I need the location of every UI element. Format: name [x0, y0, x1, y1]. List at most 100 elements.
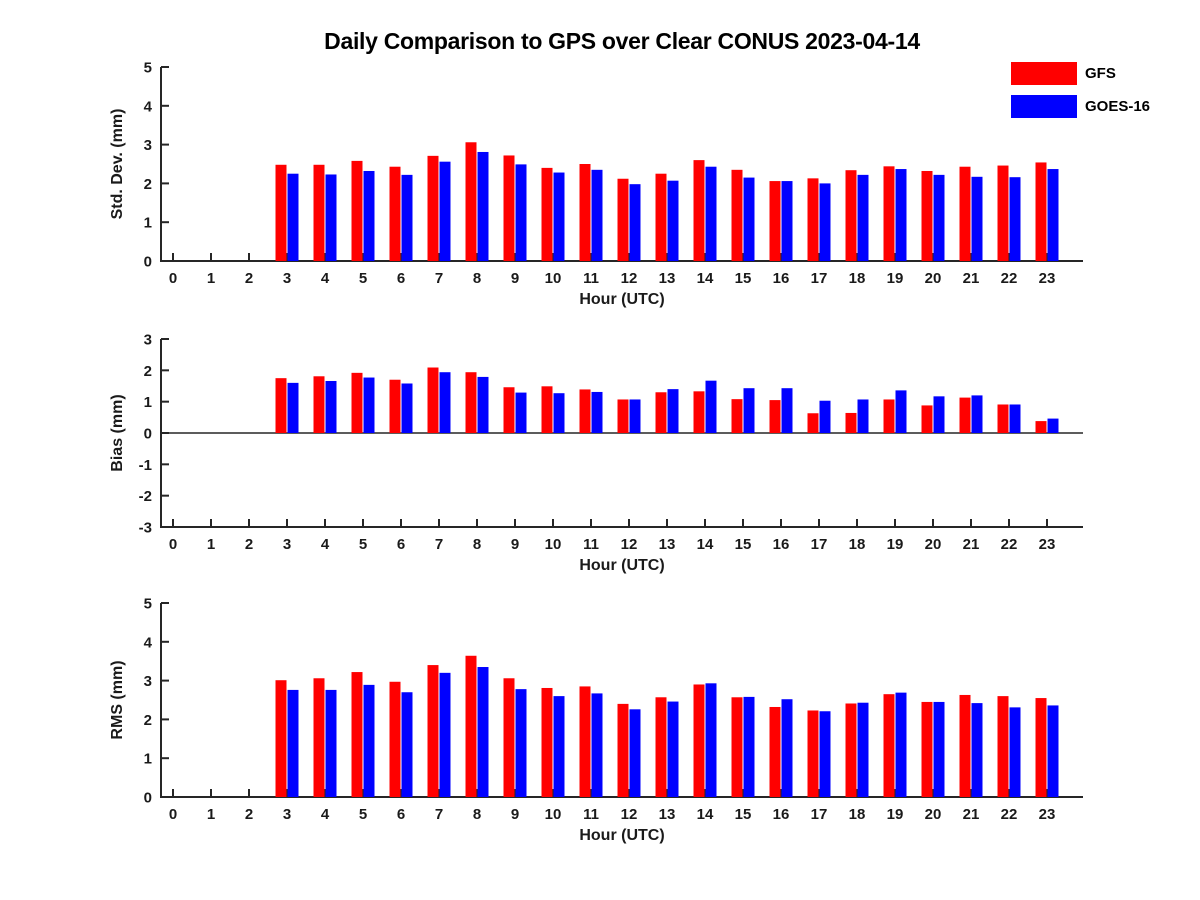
bar-goes16-hour-3 [287, 173, 299, 261]
bar-gfs-hour-19 [883, 694, 895, 797]
bar-gfs-hour-6 [389, 681, 401, 797]
x-tick-label: 13 [659, 536, 676, 553]
bar-goes16-hour-3 [287, 689, 299, 797]
bar-gfs-hour-5 [351, 160, 363, 261]
bar-gfs-hour-13 [655, 173, 667, 261]
x-tick-label: 5 [359, 270, 367, 287]
x-tick-label: 0 [169, 270, 177, 287]
bar-gfs-hour-23 [1035, 162, 1047, 261]
bar-goes16-hour-18 [857, 174, 869, 261]
bar-goes16-hour-4 [325, 689, 337, 797]
bar-gfs-hour-6 [389, 166, 401, 261]
bar-gfs-hour-10 [541, 386, 553, 433]
y-tick-label: -2 [139, 488, 152, 505]
y-tick-label: 3 [144, 332, 152, 349]
bar-goes16-hour-23 [1047, 418, 1059, 433]
x-tick-label: 3 [283, 806, 291, 823]
bar-gfs-hour-19 [883, 399, 895, 433]
x-tick-label: 2 [245, 806, 253, 823]
bar-goes16-hour-16 [781, 181, 793, 261]
bar-gfs-hour-12 [617, 399, 629, 433]
bar-goes16-hour-16 [781, 699, 793, 797]
bar-gfs-hour-9 [503, 678, 515, 797]
x-tick-label: 12 [621, 536, 638, 553]
x-tick-label: 6 [397, 270, 405, 287]
y-tick-label: 3 [144, 137, 152, 154]
x-tick-label: 11 [583, 536, 599, 553]
x-tick-label: 0 [169, 806, 177, 823]
bar-gfs-hour-18 [845, 412, 857, 433]
y-tick-label: 2 [144, 363, 152, 380]
x-tick-label: 17 [811, 270, 828, 287]
bar-goes16-hour-6 [401, 174, 413, 261]
bar-gfs-hour-17 [807, 178, 819, 261]
x-tick-label: 18 [849, 806, 866, 823]
x-tick-label: 20 [925, 536, 942, 553]
x-tick-label: 14 [697, 270, 714, 287]
x-tick-label: 22 [1001, 536, 1018, 553]
legend-item-gfs: GFS [1011, 61, 1150, 85]
bar-gfs-hour-7 [427, 367, 439, 433]
x-tick-label: 11 [583, 806, 599, 823]
y-axis-label: Bias (mm) [109, 394, 126, 471]
x-tick-label: 7 [435, 536, 443, 553]
bar-gfs-hour-10 [541, 167, 553, 261]
bar-goes16-hour-11 [591, 391, 603, 433]
bar-gfs-hour-4 [313, 164, 325, 261]
bar-gfs-hour-22 [997, 165, 1009, 261]
bar-gfs-hour-16 [769, 400, 781, 433]
bar-gfs-hour-10 [541, 687, 553, 797]
bar-gfs-hour-3 [275, 164, 287, 261]
x-tick-label: 14 [697, 536, 714, 553]
legend-label-gfs: GFS [1085, 64, 1116, 82]
bar-goes16-hour-22 [1009, 177, 1021, 261]
bar-goes16-hour-21 [971, 703, 983, 797]
bar-goes16-hour-14 [705, 380, 717, 433]
bar-goes16-hour-13 [667, 180, 679, 261]
y-tick-label: 0 [144, 790, 152, 807]
bar-goes16-hour-22 [1009, 707, 1021, 797]
bar-goes16-hour-15 [743, 177, 755, 261]
x-tick-label: 1 [207, 270, 215, 287]
bar-gfs-hour-5 [351, 372, 363, 433]
bar-goes16-hour-17 [819, 711, 831, 797]
bar-gfs-hour-4 [313, 376, 325, 433]
bar-goes16-hour-5 [363, 377, 375, 433]
bar-gfs-hour-21 [959, 166, 971, 261]
legend: GFS GOES-16 [1011, 61, 1150, 127]
x-tick-label: 21 [963, 270, 980, 287]
bar-goes16-hour-9 [515, 164, 527, 261]
bar-gfs-hour-18 [845, 170, 857, 261]
bar-gfs-hour-14 [693, 684, 705, 797]
x-tick-label: 9 [511, 270, 519, 287]
bar-gfs-hour-14 [693, 160, 705, 261]
bar-goes16-hour-20 [933, 174, 945, 261]
bar-gfs-hour-13 [655, 392, 667, 433]
x-tick-label: 23 [1039, 536, 1056, 553]
x-tick-label: 12 [621, 270, 638, 287]
x-tick-label: 5 [359, 806, 367, 823]
bar-goes16-hour-18 [857, 399, 869, 433]
x-tick-label: 8 [473, 536, 481, 553]
x-tick-label: 10 [545, 806, 562, 823]
bar-gfs-hour-16 [769, 181, 781, 261]
x-tick-label: 4 [321, 536, 330, 553]
y-tick-label: 2 [144, 176, 152, 193]
x-tick-label: 15 [735, 536, 752, 553]
bar-goes16-hour-4 [325, 380, 337, 433]
x-tick-label: 7 [435, 806, 443, 823]
bar-goes16-hour-10 [553, 172, 565, 261]
x-tick-label: 16 [773, 536, 790, 553]
x-tick-label: 13 [659, 806, 676, 823]
legend-label-goes16: GOES-16 [1085, 97, 1151, 115]
bar-goes16-hour-15 [743, 696, 755, 797]
x-tick-label: 8 [473, 806, 481, 823]
bar-goes16-hour-14 [705, 683, 717, 797]
y-tick-label: 0 [144, 426, 152, 443]
bar-goes16-hour-5 [363, 170, 375, 261]
x-tick-label: 4 [321, 270, 330, 287]
bar-gfs-hour-3 [275, 680, 287, 797]
